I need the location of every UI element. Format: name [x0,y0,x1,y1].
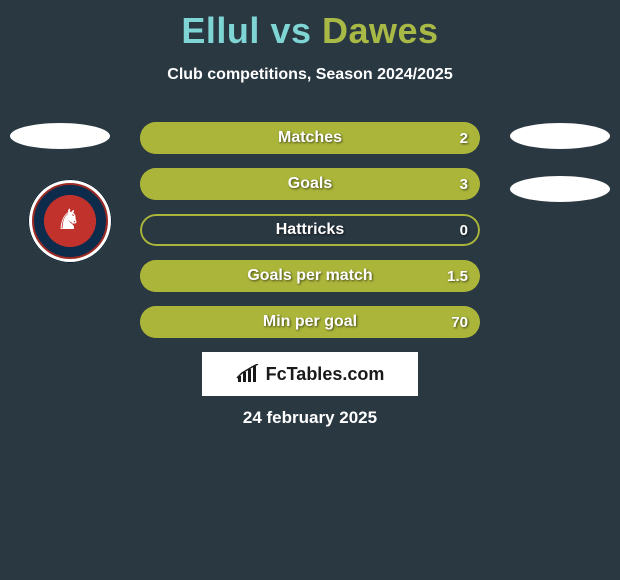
stat-bar: Matches 2 [140,122,480,154]
stat-label: Min per goal [263,313,357,331]
branding-text: FcTables.com [266,364,385,385]
stat-bar: Goals 3 [140,168,480,200]
decorative-oval-right-2 [510,176,610,202]
stat-bar: Min per goal 70 [140,306,480,338]
page-title: Ellul vs Dawes [0,0,620,52]
stats-bars: Matches 2 Goals 3 Hattricks 0 Goals per match 1… [140,122,480,352]
title-player1: Ellul [181,10,260,51]
stat-value-right: 1.5 [447,268,468,285]
decorative-oval-right-1 [510,123,610,149]
stat-label: Goals per match [247,267,372,285]
chart-icon [236,364,260,384]
stat-label: Hattricks [276,221,344,239]
decorative-oval-left [10,123,110,149]
stat-label: Matches [278,129,342,147]
subtitle: Club competitions, Season 2024/2025 [0,66,620,84]
date-text: 24 february 2025 [0,408,620,428]
stat-value-right: 2 [460,130,468,147]
horse-icon: ♞ [56,203,81,236]
stat-label: Goals [288,175,332,193]
branding-box: FcTables.com [202,352,418,396]
title-vs: vs [270,10,311,51]
club-badge: ♞ [28,179,112,263]
title-player2: Dawes [322,10,439,51]
stat-value-right: 3 [460,176,468,193]
stat-bar: Hattricks 0 [140,214,480,246]
stat-value-right: 70 [451,314,468,331]
stat-value-right: 0 [460,222,468,239]
stat-bar: Goals per match 1.5 [140,260,480,292]
